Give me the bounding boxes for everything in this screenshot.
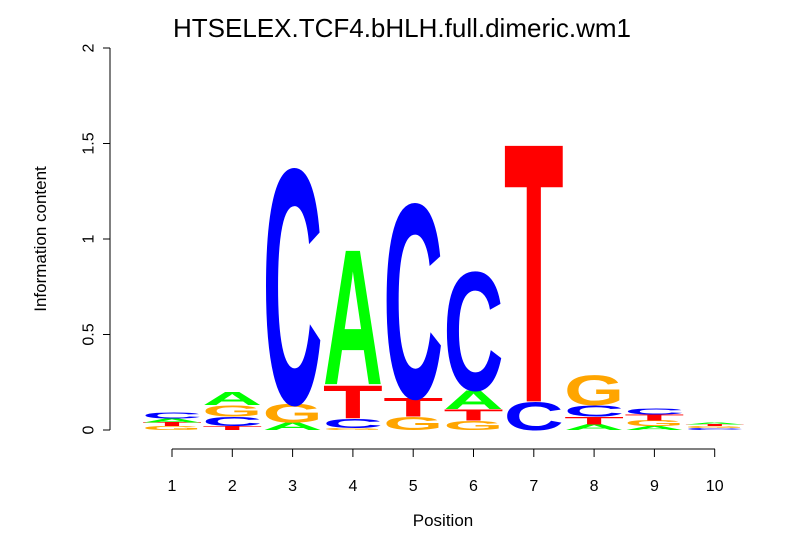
logo-letter-c: C: [444, 237, 504, 426]
logo-letter-g: G: [685, 426, 745, 429]
logo-letter-c: C: [383, 145, 443, 457]
x-tick-label: 2: [228, 478, 237, 495]
x-tick-label: 10: [706, 478, 724, 495]
logo-letter-g: G: [263, 399, 323, 428]
logo-letter-g: G: [564, 368, 624, 415]
logo-letter-c: C: [624, 408, 684, 417]
y-tick-label: 1: [81, 234, 98, 243]
y-tick-label: 0: [81, 425, 98, 434]
x-tick-label: 7: [529, 478, 538, 495]
y-tick-label: 0.5: [81, 323, 98, 345]
logo-letter-c: C: [142, 411, 202, 420]
y-tick-label: 1.5: [81, 132, 98, 154]
x-tick-label: 5: [409, 478, 418, 495]
logo-letter-a: A: [142, 418, 202, 424]
logo-letter-t: T: [685, 424, 745, 427]
logo-letter-g: G: [383, 413, 443, 434]
y-axis-label: Information content: [31, 166, 50, 312]
logo-letter-c: C: [202, 414, 262, 429]
logo-letter-a: A: [564, 423, 624, 432]
logo-letter-c: C: [263, 98, 323, 474]
logo-letter-a: A: [263, 420, 323, 432]
logo-letter-c: C: [323, 416, 383, 431]
logo-letter-t: T: [142, 421, 202, 427]
logo-letter-t: T: [444, 406, 504, 424]
logo-letter-a: A: [685, 422, 745, 425]
logo-letter-a: A: [202, 389, 262, 410]
logo-letter-g: G: [202, 402, 262, 420]
logo-letter-a: A: [323, 209, 383, 426]
logo-letter-t: T: [504, 65, 564, 481]
logo-letter-t: T: [383, 393, 443, 423]
logo-letter-a: A: [624, 425, 684, 431]
logo-letter-a: A: [444, 385, 504, 415]
x-tick-label: 4: [348, 478, 357, 495]
logo-letter-g: G: [142, 425, 202, 431]
x-axis-label: Position: [413, 511, 473, 530]
logo-letter-c: C: [504, 394, 564, 439]
x-tick-label: 3: [288, 478, 297, 495]
x-tick-label: 9: [650, 478, 659, 495]
logo-letter-g: G: [624, 419, 684, 428]
logo-letter-c: C: [564, 402, 624, 420]
chart-title: HTSELEX.TCF4.bHLH.full.dimeric.wm1: [173, 13, 631, 43]
y-axis-ticks: 0 0.5 1 1.5 2: [81, 43, 110, 434]
logo-letter-t: T: [202, 425, 262, 431]
x-tick-label: 8: [590, 478, 599, 495]
x-axis-ticks: 1 2 3 4 5 6 7 8 9 10: [168, 449, 724, 495]
y-tick-label: 2: [81, 43, 98, 52]
logo-letter-t: T: [564, 415, 624, 427]
x-tick-label: 6: [469, 478, 478, 495]
logo-letter-t: T: [624, 413, 684, 422]
logo-letter-c: C: [685, 428, 745, 431]
x-tick-label: 1: [168, 478, 177, 495]
logo-letter-t: T: [323, 376, 383, 429]
logo-letter-g: G: [323, 428, 383, 431]
logo-letter-g: G: [444, 418, 504, 433]
